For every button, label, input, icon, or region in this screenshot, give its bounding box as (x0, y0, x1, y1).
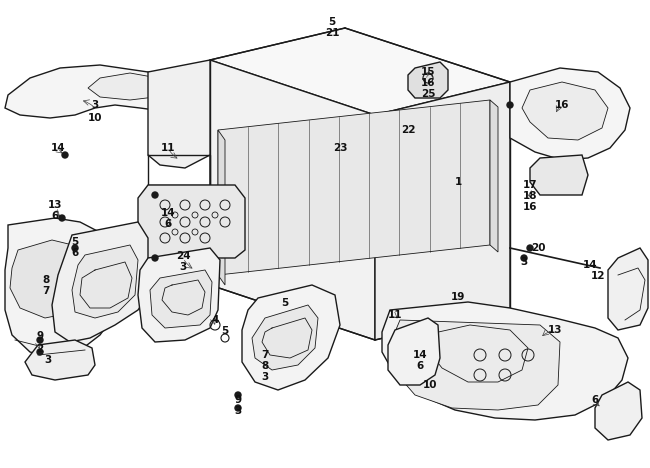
Circle shape (37, 349, 43, 355)
Polygon shape (392, 320, 560, 410)
Polygon shape (25, 340, 95, 380)
Text: 7: 7 (261, 350, 268, 360)
Text: 3: 3 (235, 406, 242, 416)
Text: 6: 6 (51, 211, 58, 221)
Polygon shape (218, 100, 490, 275)
Text: 8: 8 (261, 361, 268, 371)
Text: 8: 8 (42, 275, 49, 285)
Polygon shape (138, 185, 245, 258)
Polygon shape (5, 65, 190, 118)
Text: 14: 14 (51, 143, 65, 153)
Text: 2: 2 (36, 344, 44, 354)
Polygon shape (210, 28, 510, 115)
Text: 19: 19 (451, 292, 465, 302)
Circle shape (62, 152, 68, 158)
Text: 3: 3 (179, 262, 187, 272)
Text: 9: 9 (36, 331, 44, 341)
Text: 18: 18 (523, 191, 538, 201)
Text: 11: 11 (388, 310, 402, 320)
Polygon shape (375, 82, 510, 340)
Polygon shape (252, 305, 318, 370)
Text: 5: 5 (281, 298, 289, 308)
Polygon shape (150, 270, 212, 328)
Circle shape (152, 255, 158, 261)
Polygon shape (522, 82, 608, 140)
Text: 16: 16 (554, 100, 569, 110)
Polygon shape (510, 68, 630, 160)
Polygon shape (595, 382, 642, 440)
Text: 16: 16 (523, 202, 538, 212)
Polygon shape (138, 248, 220, 342)
Polygon shape (388, 318, 440, 385)
Text: 5: 5 (72, 237, 79, 247)
Text: 24: 24 (176, 251, 190, 261)
Text: 5: 5 (222, 326, 229, 336)
Polygon shape (490, 100, 498, 252)
Text: 15: 15 (421, 67, 436, 77)
Text: 16: 16 (421, 78, 436, 88)
Text: 13: 13 (47, 200, 62, 210)
Polygon shape (210, 60, 375, 340)
Text: 14: 14 (582, 260, 597, 270)
Polygon shape (382, 302, 628, 420)
Text: 14: 14 (413, 350, 427, 360)
Circle shape (521, 255, 527, 261)
Text: 25: 25 (421, 89, 436, 99)
Text: 12: 12 (591, 271, 605, 281)
Text: 6: 6 (164, 219, 172, 229)
Polygon shape (88, 73, 165, 100)
Polygon shape (608, 248, 648, 330)
Circle shape (235, 392, 241, 398)
Circle shape (527, 245, 533, 251)
Circle shape (507, 102, 513, 108)
Polygon shape (10, 240, 98, 318)
Text: 10: 10 (422, 380, 437, 390)
Text: 3: 3 (521, 257, 528, 267)
Text: 13: 13 (548, 325, 562, 335)
Polygon shape (218, 130, 225, 285)
Text: 5: 5 (328, 17, 335, 27)
Text: 3: 3 (261, 372, 268, 382)
Polygon shape (530, 155, 588, 195)
Text: 1: 1 (454, 177, 462, 187)
Text: 3: 3 (92, 100, 99, 110)
Polygon shape (408, 62, 448, 98)
Polygon shape (5, 218, 125, 358)
Text: 9: 9 (235, 395, 242, 405)
Polygon shape (242, 285, 340, 390)
Text: 14: 14 (161, 208, 176, 218)
Polygon shape (148, 60, 210, 168)
Circle shape (72, 245, 78, 251)
Text: 11: 11 (161, 143, 176, 153)
Text: 21: 21 (325, 28, 339, 38)
Polygon shape (52, 222, 148, 342)
Circle shape (37, 337, 43, 343)
Text: 17: 17 (523, 180, 538, 190)
Text: 23: 23 (333, 143, 347, 153)
Circle shape (59, 215, 65, 221)
Text: 20: 20 (531, 243, 545, 253)
Text: 6: 6 (417, 361, 424, 371)
Text: 3: 3 (44, 355, 51, 365)
Circle shape (152, 192, 158, 198)
Text: 10: 10 (88, 113, 102, 123)
Circle shape (235, 405, 241, 411)
Text: 6: 6 (592, 395, 599, 405)
Text: 7: 7 (42, 286, 49, 296)
Text: 22: 22 (401, 125, 415, 135)
Polygon shape (72, 245, 138, 318)
Text: 6: 6 (72, 248, 79, 258)
Text: 4: 4 (211, 315, 218, 325)
